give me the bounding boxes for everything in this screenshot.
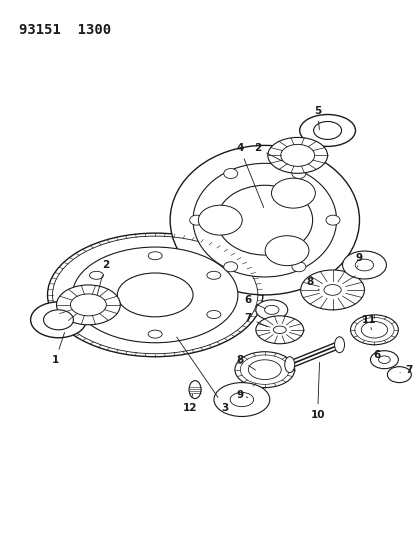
Ellipse shape <box>342 251 385 279</box>
Ellipse shape <box>291 262 305 272</box>
Ellipse shape <box>264 236 308 265</box>
Ellipse shape <box>31 302 86 338</box>
Ellipse shape <box>230 392 253 407</box>
Text: 8: 8 <box>236 354 255 370</box>
Ellipse shape <box>148 330 162 338</box>
Ellipse shape <box>271 178 315 208</box>
Ellipse shape <box>255 316 303 344</box>
Text: 7: 7 <box>244 313 267 327</box>
Ellipse shape <box>255 300 287 320</box>
Text: 9: 9 <box>355 253 362 267</box>
Ellipse shape <box>361 321 387 338</box>
Ellipse shape <box>223 168 237 179</box>
Text: 93151  1300: 93151 1300 <box>19 23 111 37</box>
Ellipse shape <box>189 215 203 225</box>
Ellipse shape <box>47 233 262 357</box>
Ellipse shape <box>300 270 363 310</box>
Text: 9: 9 <box>236 390 247 400</box>
Ellipse shape <box>43 310 73 330</box>
Ellipse shape <box>70 294 106 316</box>
Ellipse shape <box>89 311 103 319</box>
Ellipse shape <box>313 122 341 140</box>
Text: 5: 5 <box>313 106 320 130</box>
Ellipse shape <box>377 356 389 364</box>
Ellipse shape <box>148 252 162 260</box>
Text: 6: 6 <box>373 350 380 360</box>
Ellipse shape <box>267 138 327 173</box>
Ellipse shape <box>56 285 120 325</box>
Text: 4: 4 <box>236 143 263 208</box>
Ellipse shape <box>334 337 344 353</box>
Ellipse shape <box>354 259 373 271</box>
Ellipse shape <box>248 360 280 379</box>
Text: 7: 7 <box>399 365 412 375</box>
Text: 2: 2 <box>254 143 282 161</box>
Text: 8: 8 <box>305 277 319 290</box>
Ellipse shape <box>370 351 397 369</box>
Ellipse shape <box>299 115 355 147</box>
Text: 1: 1 <box>52 333 64 365</box>
Ellipse shape <box>192 163 336 277</box>
Ellipse shape <box>206 311 220 319</box>
Ellipse shape <box>273 326 285 334</box>
Ellipse shape <box>291 168 305 179</box>
Text: 10: 10 <box>310 362 324 419</box>
Text: 12: 12 <box>183 394 197 413</box>
Ellipse shape <box>387 367 411 383</box>
Ellipse shape <box>284 357 294 373</box>
Text: 6: 6 <box>244 295 265 309</box>
Text: 3: 3 <box>176 337 228 413</box>
Ellipse shape <box>89 271 103 279</box>
Ellipse shape <box>206 271 220 279</box>
Ellipse shape <box>234 352 294 387</box>
Ellipse shape <box>323 285 340 295</box>
Text: 11: 11 <box>361 315 376 330</box>
Ellipse shape <box>198 205 242 235</box>
Ellipse shape <box>216 185 312 255</box>
Ellipse shape <box>264 305 278 314</box>
Ellipse shape <box>214 383 269 416</box>
Ellipse shape <box>117 273 192 317</box>
Text: 2: 2 <box>97 260 109 295</box>
Ellipse shape <box>280 144 314 166</box>
Ellipse shape <box>325 215 339 225</box>
Ellipse shape <box>170 146 358 295</box>
Ellipse shape <box>350 315 397 345</box>
Ellipse shape <box>223 262 237 272</box>
Ellipse shape <box>189 381 201 399</box>
Ellipse shape <box>72 247 237 343</box>
